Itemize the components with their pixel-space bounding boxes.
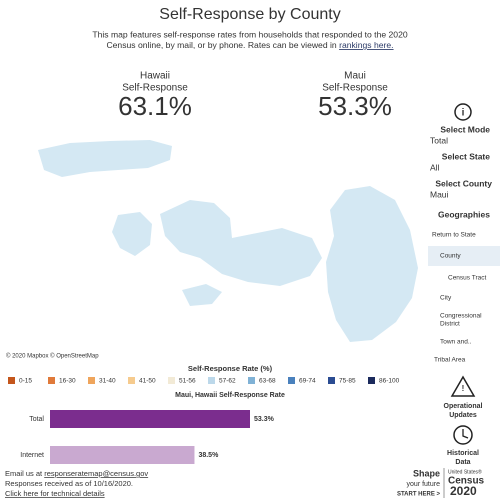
description-text: Census online, by mail, or by phone. Rat… [106, 40, 336, 50]
stat-label: Self-Response [122, 83, 188, 94]
island-molokai[interactable] [38, 140, 172, 177]
geo-option[interactable]: Town and.. [440, 339, 472, 346]
stat-value: 53.3% [318, 91, 392, 121]
logo-us: United States® [448, 468, 482, 475]
island-lanai[interactable] [112, 212, 152, 256]
bar-value-label: 53.3% [254, 416, 275, 423]
description: This map features self-response rates fr… [92, 29, 408, 39]
legend-title: Self-Response Rate (%) [188, 364, 273, 373]
legend-label: 41-50 [139, 378, 156, 385]
email-line: Email us at responseratemap@census.gov [5, 469, 148, 478]
legend-label: 57-62 [219, 378, 236, 385]
geo-option[interactable]: District [440, 321, 460, 328]
info-icon-i: i [462, 108, 465, 119]
geo-option[interactable]: Congressional [440, 313, 482, 320]
island-maui[interactable] [160, 200, 322, 286]
received: Responses received as of 10/16/2020. [5, 479, 133, 488]
logo-start: START HERE > [397, 492, 441, 498]
logo-census: Census [448, 476, 485, 487]
legend-label: 0-15 [19, 378, 32, 385]
legend-swatch [8, 377, 15, 384]
legend-swatch [168, 377, 175, 384]
bar [50, 446, 195, 464]
island-kahoolawe[interactable] [182, 284, 222, 306]
legend-label: 51-56 [179, 378, 196, 385]
title: Self-Response by County [159, 6, 340, 23]
stat-name: Maui [344, 71, 366, 82]
select-label: Select State [442, 151, 490, 161]
map[interactable] [38, 140, 418, 342]
stat-value: 63.1% [118, 91, 192, 121]
legend-label: 63-68 [259, 378, 276, 385]
legend-swatch [328, 377, 335, 384]
select-value[interactable]: Total [430, 135, 448, 145]
email-prefix: Email us at [5, 469, 43, 478]
description: Census online, by mail, or by phone. Rat… [106, 40, 393, 50]
history-icon[interactable] [453, 425, 473, 445]
stat-name: Hawaii [140, 71, 170, 82]
select-value[interactable]: Maui [430, 189, 449, 199]
legend-swatch [48, 377, 55, 384]
legend-swatch [368, 377, 375, 384]
updates-label[interactable]: Operational [444, 403, 483, 410]
chart-title: Maui, Hawaii Self-Response Rate [175, 392, 285, 399]
legend: 0-15 16-30 31-40 41-50 51-56 57-62 63-68 69-74 7… [8, 377, 400, 385]
map-credit: © 2020 Mapbox © OpenStreetMap [6, 353, 99, 360]
bar-value-label: 38.5% [198, 452, 219, 459]
island-hawaii[interactable] [326, 186, 418, 342]
rankings-link[interactable]: rankings here. [339, 40, 393, 50]
legend-swatch [208, 377, 215, 384]
logo-year: 2020 [450, 484, 477, 498]
legend-label: 16-30 [59, 378, 76, 385]
legend-swatch [248, 377, 255, 384]
bar-chart: Total 53.3% Internet 38.5% [20, 410, 275, 464]
legend-swatch [288, 377, 295, 384]
logo-future: your future [407, 481, 441, 488]
info-icon[interactable] [454, 103, 472, 121]
legend-label: 75-85 [339, 378, 356, 385]
geo-option[interactable]: Census Tract [448, 275, 486, 282]
legend-label: 31-40 [99, 378, 116, 385]
legend-swatch [88, 377, 95, 384]
select-label: Select County [435, 178, 492, 188]
geo-option[interactable]: City [440, 295, 452, 302]
select-label: Select Mode [440, 124, 490, 134]
legend-label: 86-100 [379, 378, 400, 385]
clock-hands [462, 429, 469, 439]
census-logo[interactable]: Shape your future START HERE > United St… [397, 468, 485, 498]
geo-option[interactable]: Tribal Area [434, 357, 466, 364]
warning-icon[interactable] [450, 375, 476, 397]
geo-selected-bg [428, 246, 500, 266]
geo-option[interactable]: Return to State [432, 232, 476, 239]
technical-link[interactable]: Click here for technical details [5, 489, 105, 498]
bar [50, 410, 250, 428]
legend-label: 69-74 [299, 378, 316, 385]
history-label[interactable]: Historical [447, 450, 479, 457]
geographies-label: Geographies [438, 209, 490, 219]
history-label[interactable]: Data [455, 459, 470, 466]
legend-swatch [128, 377, 135, 384]
updates-label[interactable]: Updates [449, 412, 477, 419]
geo-option[interactable]: County [440, 253, 461, 260]
email-link[interactable]: responseratemap@census.gov [44, 469, 148, 478]
bar-category: Internet [20, 452, 44, 459]
select-value[interactable]: All [430, 162, 440, 172]
sidebar: i Select Mode Total Select State All Sel… [428, 103, 500, 466]
logo-shape: Shape [413, 468, 440, 478]
warning-mark: ! [462, 384, 465, 393]
bar-category: Total [29, 416, 44, 423]
stat-label: Self-Response [322, 83, 388, 94]
